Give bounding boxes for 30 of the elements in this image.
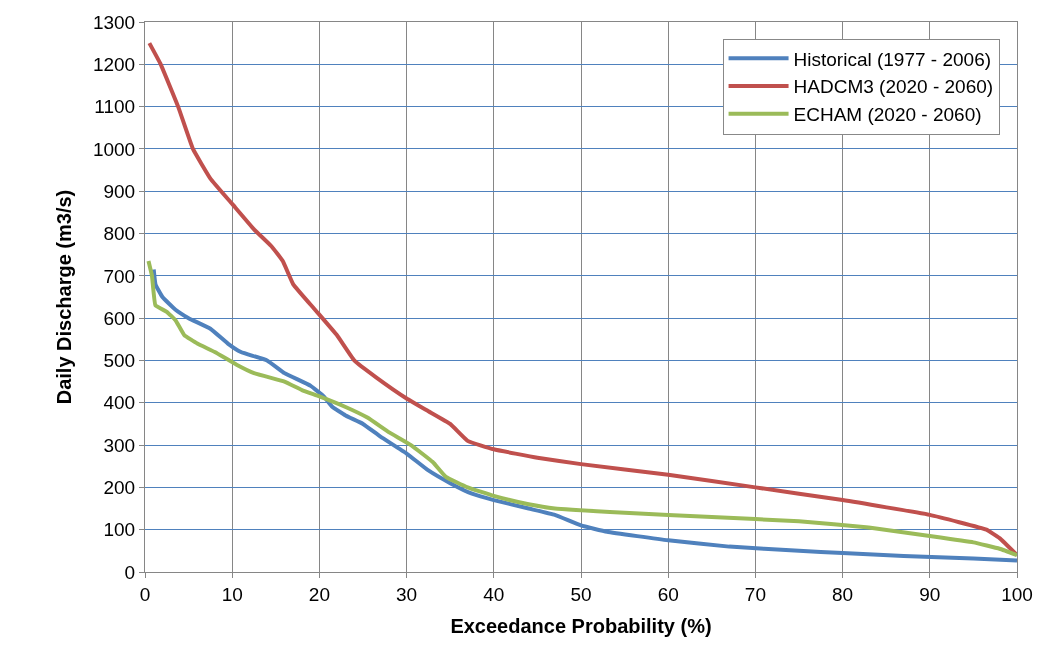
x-tick-label: 80	[832, 583, 854, 605]
x-tick-label: 40	[483, 583, 505, 605]
y-tick-label: 1000	[92, 138, 136, 160]
y-tick-label: 100	[103, 519, 136, 541]
y-tick-label: 200	[103, 477, 136, 499]
legend-label: Historical (1977 - 2006)	[793, 48, 992, 70]
y-axis-title: Daily Discharge (m3/s)	[53, 189, 76, 405]
y-tick-label: 500	[103, 350, 136, 372]
y-tick-label: 700	[103, 265, 136, 287]
y-tick-label: 600	[103, 307, 136, 329]
legend-label: ECHAM (2020 - 2060)	[793, 104, 982, 126]
x-tick-label: 50	[570, 583, 592, 605]
y-tick-label: 300	[103, 434, 136, 456]
y-tick-label: 400	[103, 392, 136, 414]
y-tick-label: 1200	[92, 53, 136, 75]
y-tick-label: 1300	[92, 11, 136, 33]
x-tick-label: 30	[396, 583, 418, 605]
y-tick-label: 900	[103, 180, 136, 202]
x-tick-label: 10	[221, 583, 243, 605]
x-axis-title: Exceedance Probability (%)	[450, 615, 712, 638]
legend-label: HADCM3 (2020 - 2060)	[793, 76, 994, 98]
x-tick-label: 70	[744, 583, 766, 605]
y-tick-label: 1100	[94, 96, 136, 118]
y-tick-label: 0	[124, 561, 136, 583]
x-tick-label: 90	[919, 583, 941, 605]
x-tick-label: 20	[308, 583, 330, 605]
y-tick-label: 800	[103, 223, 136, 245]
x-tick-label: 100	[1001, 583, 1033, 605]
x-tick-label: 60	[657, 583, 679, 605]
x-tick-label: 0	[139, 583, 151, 605]
